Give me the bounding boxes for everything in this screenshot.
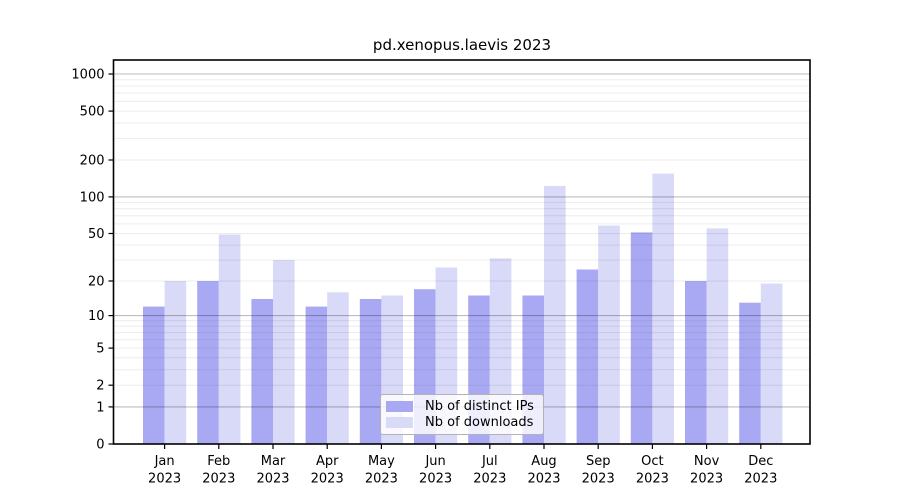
bar-distinct-ips-nov xyxy=(685,281,707,444)
bar-distinct-ips-sep xyxy=(576,269,599,444)
bar-downloads-mar xyxy=(273,260,295,444)
x-tick-label-year: 2023 xyxy=(527,472,560,487)
axes-frame xyxy=(112,59,811,445)
y-tick-label: 10 xyxy=(88,309,105,324)
x-tick-label-month: Mar xyxy=(261,454,286,469)
y-tick-label: 20 xyxy=(88,275,105,290)
bar-distinct-ips-mar xyxy=(251,299,273,444)
legend-label-downloads: Nb of downloads xyxy=(425,415,534,431)
y-tick-label: 1 xyxy=(96,400,104,415)
x-tick-label-month: Dec xyxy=(748,454,773,469)
x-tick-label-year: 2023 xyxy=(202,472,235,487)
bar-downloads-feb xyxy=(218,234,241,444)
bar-distinct-ips-feb xyxy=(197,281,219,444)
bar-downloads-aug xyxy=(544,185,566,444)
x-tick-label-year: 2023 xyxy=(148,472,181,487)
x-tick-label-month: May xyxy=(368,454,395,469)
bar-downloads-nov xyxy=(706,228,729,444)
chart-title: pd.xenopus.laevis 2023 xyxy=(372,36,552,54)
y-tick-label: 50 xyxy=(88,227,105,242)
bar-downloads-oct xyxy=(652,173,674,444)
x-axis: Jan 2023 Feb 2023 Mar 2023 Apr 2023 May 2023 Jun 20… xyxy=(148,444,777,487)
bar-distinct-ips-may xyxy=(359,299,382,444)
x-tick-label-month: Jun xyxy=(424,454,445,469)
x-tick-label-month: Sep xyxy=(586,454,611,469)
y-tick-label: 200 xyxy=(80,154,105,169)
x-tick-label-year: 2023 xyxy=(311,472,344,487)
y-tick-label: 1000 xyxy=(71,68,104,83)
y-tick-label: 0 xyxy=(96,438,104,453)
y-tick-label: 2 xyxy=(96,379,104,394)
x-tick-label-year: 2023 xyxy=(419,472,452,487)
bar-distinct-ips-jan xyxy=(143,306,165,444)
legend-swatch-downloads xyxy=(386,417,413,429)
x-tick-label-year: 2023 xyxy=(582,472,615,487)
bar-downloads-jan xyxy=(164,281,187,444)
legend-item-downloads: Nb of downloads xyxy=(386,415,537,430)
x-tick-label-year: 2023 xyxy=(473,472,506,487)
x-tick-label-month: Feb xyxy=(207,454,230,469)
gridlines-group xyxy=(113,73,810,408)
bar-distinct-ips-oct xyxy=(630,232,653,444)
y-axis: 0 1 2 5 10 20 50 100 200 500 1000 xyxy=(71,68,114,453)
x-tick-label-month: Jan xyxy=(154,454,175,469)
x-tick-label-month: Apr xyxy=(316,454,339,469)
x-tick-label-month: Oct xyxy=(641,454,663,469)
y-tick-label: 100 xyxy=(80,190,105,205)
bar-downloads-sep xyxy=(598,225,620,444)
bar-downloads-apr xyxy=(327,292,349,444)
x-tick-label-year: 2023 xyxy=(256,472,289,487)
legend: Nb of distinct IPs Nb of downloads xyxy=(380,394,544,435)
x-tick-label-year: 2023 xyxy=(636,472,669,487)
y-tick-label: 500 xyxy=(80,105,105,120)
x-tick-label-month: Jul xyxy=(481,454,498,469)
x-tick-label-year: 2023 xyxy=(690,472,723,487)
legend-item-distinct-ips: Nb of distinct IPs xyxy=(386,399,537,414)
x-tick-label-month: Aug xyxy=(531,454,556,469)
x-tick-label-year: 2023 xyxy=(744,472,777,487)
x-tick-label-month: Nov xyxy=(694,454,720,469)
bar-downloads-dec xyxy=(760,283,783,444)
x-tick-label-year: 2023 xyxy=(365,472,398,487)
legend-swatch-distinct-ips xyxy=(386,400,413,412)
legend-label-distinct-ips: Nb of distinct IPs xyxy=(425,398,534,414)
bar-distinct-ips-dec xyxy=(739,302,761,444)
y-tick-label: 5 xyxy=(96,342,104,357)
bar-distinct-ips-apr xyxy=(305,306,328,444)
